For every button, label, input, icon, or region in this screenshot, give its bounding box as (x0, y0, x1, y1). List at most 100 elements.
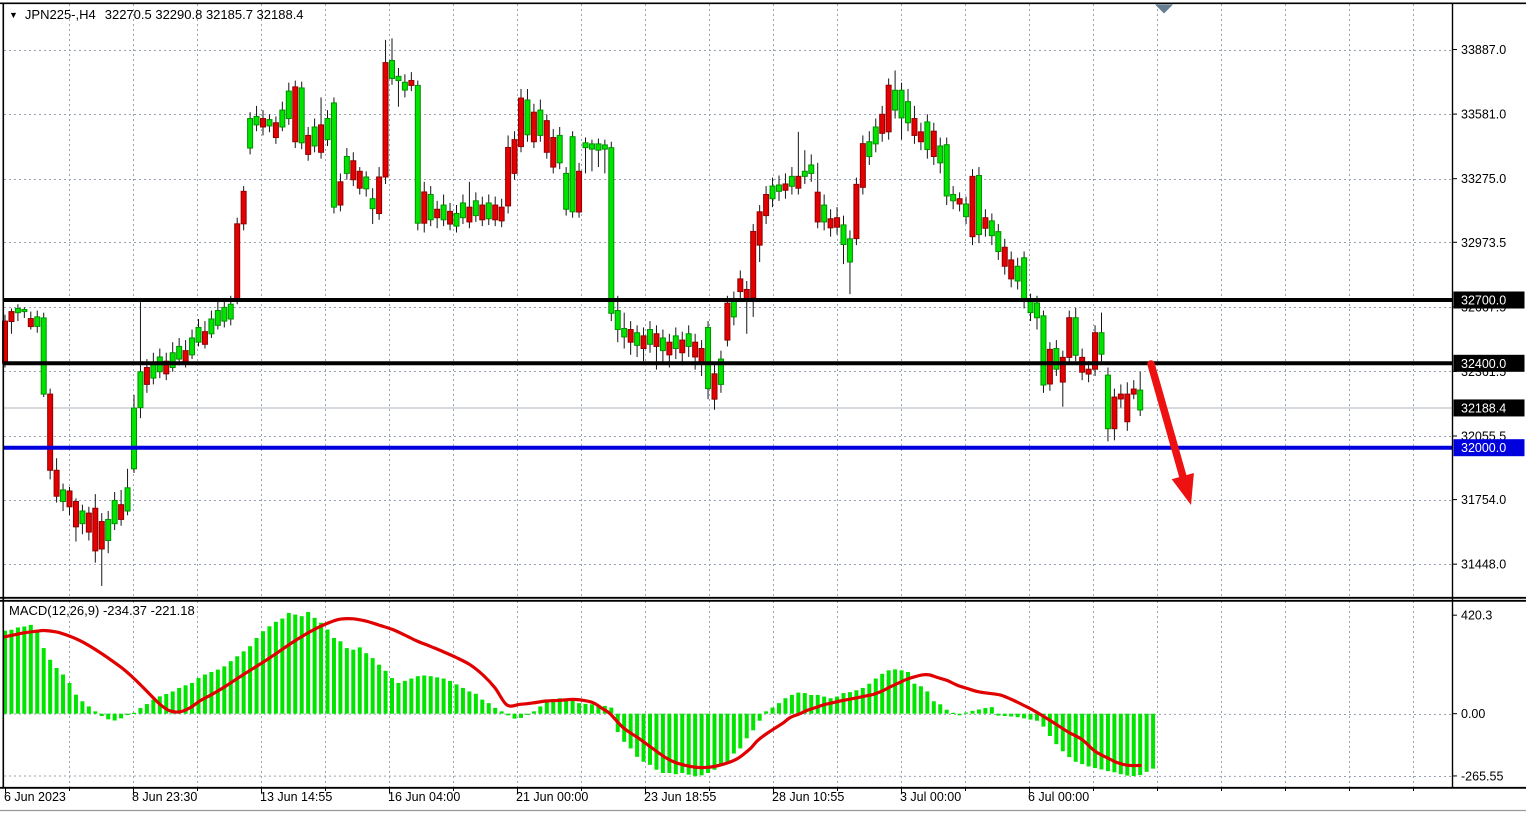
candle-bull (988, 220, 995, 237)
candle-bear (853, 183, 860, 240)
macd-histogram-bar (415, 676, 420, 714)
candle-bull (975, 175, 982, 236)
candle-bull (1014, 265, 1021, 282)
macd-histogram-bar (402, 680, 407, 714)
macd-histogram-bar (706, 713, 711, 774)
macd-histogram-bar (28, 624, 33, 714)
macd-histogram-bar (996, 713, 1001, 716)
candle-bear (930, 130, 937, 158)
macd-histogram-bar (261, 631, 265, 714)
candle-bear (956, 198, 963, 205)
macd-histogram-bar (312, 617, 317, 714)
candle-bull (137, 371, 144, 409)
gridlines (3, 4, 1453, 787)
candle-bull (634, 332, 641, 346)
macd-histogram-bar (331, 637, 336, 714)
candle-bull (705, 326, 712, 390)
candle-bull (905, 101, 911, 124)
macd-histogram-bar (925, 691, 930, 714)
candle-bear (1124, 393, 1131, 423)
price-badge-label: 32700.0 (1461, 294, 1506, 308)
macd-histogram-bar (951, 712, 956, 714)
macd-histogram-bar (267, 626, 272, 714)
symbol-dropdown-icon[interactable]: ▼ (9, 10, 18, 20)
macd-histogram-bar (931, 701, 936, 714)
macd-histogram-bar (777, 703, 781, 714)
candle-bear (92, 507, 99, 552)
candle-bull (60, 489, 67, 503)
macd-histogram-bar (435, 677, 440, 714)
macd-histogram-bar (325, 629, 330, 714)
candle-bear (47, 393, 54, 471)
macd-histogram-bar (177, 687, 182, 714)
candle-bear (814, 191, 821, 223)
candle-bull (21, 308, 28, 313)
candle-bear (234, 223, 241, 301)
macd-histogram-bar (299, 616, 304, 714)
candle-bull (298, 87, 305, 144)
candle-bear (376, 176, 383, 214)
macd-histogram-bar (280, 618, 285, 714)
candle-bull (582, 142, 589, 149)
macd-histogram-bar (570, 698, 575, 714)
candle-bull (169, 352, 176, 369)
macd-histogram-bar (370, 658, 375, 714)
candle-bear (505, 146, 512, 207)
macd-histogram-bar (306, 611, 311, 714)
candle-bear (447, 210, 454, 225)
down-arrow-shaft[interactable] (1147, 360, 1188, 484)
candle-bear (27, 318, 34, 328)
macd-histogram-bar (1093, 713, 1098, 769)
macd-histogram-bar (448, 680, 453, 714)
candle-bull (769, 185, 776, 200)
time-tick-label: 6 Jul 00:00 (1028, 790, 1089, 804)
price-scale[interactable]: 33887.033581.033275.032973.532667.532361… (1452, 43, 1525, 783)
macd-histogram-bar (538, 706, 543, 714)
macd-histogram-bar (1022, 713, 1027, 719)
candle-bull (195, 326, 202, 343)
macd-histogram-bar (899, 670, 904, 714)
candle-bear (711, 373, 718, 400)
price-badge (1453, 354, 1525, 372)
candle-bull (1104, 374, 1111, 430)
macd-histogram-bar (1112, 713, 1117, 773)
candle-bull (221, 306, 228, 322)
candle-bear (627, 329, 634, 343)
candle-bear (66, 490, 73, 508)
macd-histogram-bar (73, 694, 78, 714)
candle-bear (698, 348, 705, 364)
candle-bull (253, 115, 260, 126)
chart-shift-marker-icon[interactable] (1155, 4, 1173, 14)
time-scale[interactable]: 6 Jun 2023 8 Jun 23:30 13 Jun 14:55 16 Jun … (4, 787, 1414, 804)
macd-histogram-bar (654, 713, 659, 770)
candle-bull (266, 119, 273, 127)
macd-histogram-bar (15, 627, 20, 714)
candle-bull (485, 202, 492, 220)
macd-histogram-bar (693, 713, 698, 777)
candle-bull (343, 156, 350, 174)
horizontal-level-lines[interactable] (4, 298, 1452, 450)
macd-histogram-bar (906, 671, 910, 714)
price-tick-label: 32973.5 (1461, 236, 1506, 250)
candle-bull (1137, 389, 1144, 411)
candle-bull (569, 136, 576, 213)
candle-bear (679, 339, 686, 354)
candle-bull (524, 99, 531, 136)
candle-bear (498, 206, 505, 222)
candle-bear (511, 139, 518, 174)
macd-histogram-bar (712, 713, 717, 770)
macd-histogram-bar (809, 694, 814, 714)
macd-histogram-bar (867, 683, 872, 714)
candle-bull (79, 510, 86, 525)
macd-histogram-bar (499, 711, 504, 714)
candle-bull (872, 126, 879, 145)
candle-bear (640, 335, 647, 350)
chart-title: ▼ JPN225-,H4 32270.5 32290.8 32185.7 32188… (9, 7, 304, 22)
macd-histogram-bar (577, 703, 582, 714)
candle-bull (395, 75, 402, 82)
macd-histogram-bar (202, 674, 207, 714)
down-arrow-head[interactable] (1171, 473, 1194, 505)
macd-histogram-bar (144, 704, 149, 714)
macd-histogram-bar (564, 699, 569, 714)
